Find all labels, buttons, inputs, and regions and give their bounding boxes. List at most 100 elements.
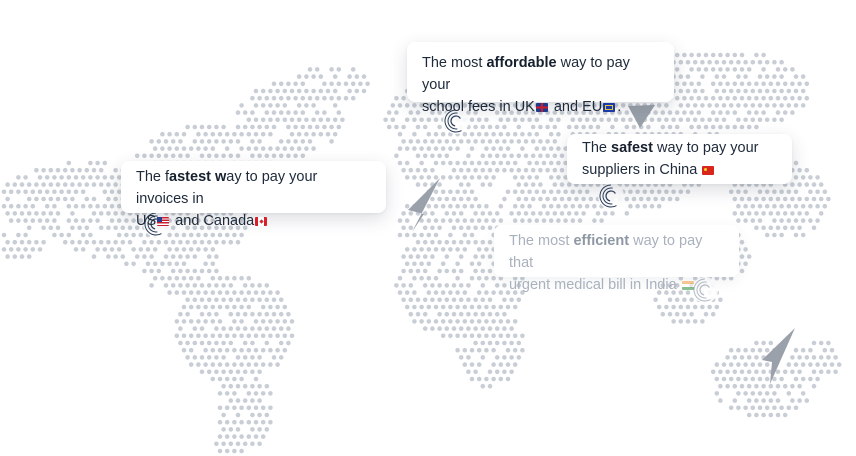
map-dot xyxy=(322,124,327,130)
map-dot xyxy=(725,110,730,115)
map-dot xyxy=(59,232,64,238)
map-dot xyxy=(815,189,820,195)
map-dot xyxy=(347,88,352,94)
map-dot xyxy=(545,211,550,216)
map-dot xyxy=(491,218,496,223)
map-dot xyxy=(473,239,478,245)
map-dot xyxy=(797,355,802,360)
map-dot xyxy=(224,304,230,310)
map-dot xyxy=(494,283,500,288)
map-dot xyxy=(444,254,450,259)
map-dot xyxy=(354,74,360,79)
map-dot xyxy=(415,268,421,274)
map-dot xyxy=(768,412,774,418)
map-dot xyxy=(815,376,820,382)
map-dot xyxy=(822,362,828,367)
map-dot xyxy=(797,369,802,375)
map-dot xyxy=(426,175,432,180)
map-dot xyxy=(307,67,313,72)
map-dot xyxy=(480,283,486,288)
map-dot xyxy=(498,218,504,223)
map-dot xyxy=(383,117,388,123)
map-dot xyxy=(145,261,151,267)
map-dot xyxy=(566,124,572,130)
map-dot xyxy=(534,131,540,137)
map-dot xyxy=(811,340,817,346)
map-dot xyxy=(239,333,244,339)
map-dot xyxy=(415,239,421,245)
map-dot xyxy=(113,254,118,259)
map-dot xyxy=(19,211,25,216)
map-dot xyxy=(473,297,478,303)
map-dot xyxy=(520,189,525,195)
map-dot xyxy=(127,239,133,245)
map-dot xyxy=(106,254,111,259)
map-dot xyxy=(350,67,356,72)
map-dot xyxy=(408,268,414,274)
map-dot xyxy=(419,160,424,166)
map-dot xyxy=(732,398,738,403)
map-dot xyxy=(577,218,583,223)
map-dot xyxy=(188,333,194,339)
map-dot xyxy=(116,218,122,223)
map-dot xyxy=(800,347,806,353)
map-dot xyxy=(430,239,435,245)
map-dot xyxy=(624,124,630,130)
map-dot xyxy=(743,74,748,79)
callout-china-highlight: safest xyxy=(611,140,653,156)
map-dot xyxy=(196,362,201,367)
map-dot xyxy=(426,261,432,267)
map-dot xyxy=(365,81,370,87)
map-dot xyxy=(462,189,468,195)
map-dot xyxy=(131,261,136,267)
map-dot xyxy=(739,369,745,375)
map-dot xyxy=(437,124,442,130)
map-dot xyxy=(473,311,478,317)
map-dot xyxy=(221,427,226,432)
map-dot xyxy=(682,52,687,58)
map-dot xyxy=(498,304,504,310)
map-dot xyxy=(30,247,36,252)
map-dot xyxy=(185,297,190,303)
map-dot xyxy=(476,304,482,310)
map-dot xyxy=(534,189,540,195)
flag-india-icon xyxy=(681,281,694,290)
map-dot xyxy=(545,139,550,144)
map-dot xyxy=(494,124,500,130)
map-dot xyxy=(476,275,482,281)
map-dot xyxy=(480,124,486,130)
map-dot xyxy=(689,110,694,115)
map-dot xyxy=(210,376,216,382)
map-dot xyxy=(91,239,97,245)
map-dot xyxy=(682,311,687,317)
map-dot xyxy=(124,232,129,238)
map-dot xyxy=(552,182,558,187)
map-dot xyxy=(476,319,482,324)
map-dot xyxy=(826,355,831,360)
map-dot xyxy=(761,225,766,231)
map-dot xyxy=(743,103,748,108)
map-dot xyxy=(563,218,568,223)
map-dot xyxy=(41,225,46,231)
map-dot xyxy=(242,340,248,346)
map-dot xyxy=(5,239,10,245)
map-dot xyxy=(473,254,478,259)
map-dot xyxy=(797,167,802,173)
map-dot xyxy=(16,203,21,209)
map-dot xyxy=(527,218,532,223)
map-dot xyxy=(408,297,414,303)
map-dot xyxy=(700,304,705,310)
map-dot xyxy=(296,131,302,137)
map-dot xyxy=(289,88,295,94)
map-dot xyxy=(732,95,738,101)
map-dot xyxy=(502,124,507,130)
map-dot xyxy=(487,340,493,346)
map-dot xyxy=(433,203,439,209)
map-dot xyxy=(296,117,302,123)
map-dot xyxy=(188,362,194,367)
map-dot xyxy=(178,283,183,288)
map-dot xyxy=(70,182,75,187)
map-dot xyxy=(325,88,331,94)
map-dot xyxy=(775,369,781,375)
map-dot xyxy=(30,189,36,195)
